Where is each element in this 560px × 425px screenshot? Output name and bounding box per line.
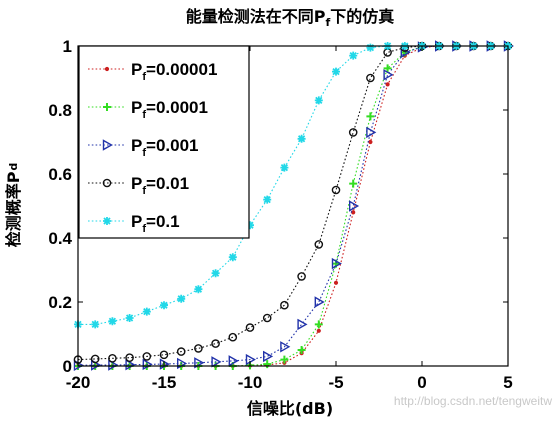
series-2-point xyxy=(297,346,306,354)
series-1-point xyxy=(333,280,339,285)
series-3-point xyxy=(297,318,308,331)
series-1-point xyxy=(385,82,390,87)
legend-label: Pf=0.01 xyxy=(131,174,189,197)
series-5-point xyxy=(108,317,117,326)
series-4-point xyxy=(366,73,375,83)
series-4-point xyxy=(194,344,203,353)
y-tick-label: 0.4 xyxy=(48,229,72,248)
y-tick-label: 0.6 xyxy=(48,165,72,184)
series-1-point xyxy=(368,139,373,145)
axis-layer: -20 -15 -10 -5 0 5 0 0.2 0.4 0.6 0.8 1 xyxy=(48,37,512,392)
legend-marker xyxy=(104,66,110,72)
x-tick-label: -5 xyxy=(328,373,343,392)
legend-entry-1: Pf=0.00001 xyxy=(88,60,217,83)
series-4-point xyxy=(262,313,272,323)
legend-entry-5: Pf=0.1 xyxy=(88,212,180,235)
series-5-point xyxy=(91,320,100,329)
legend-marker xyxy=(102,139,113,151)
chart-title: 能量检测法在不同Pf下的仿真 xyxy=(186,7,395,29)
legend: Pf=0.00001 Pf=0.0001 Pf=0.001 Pf=0.01 Pf=0.1 xyxy=(78,45,250,239)
x-tick-label: 5 xyxy=(503,373,512,392)
legend-entry-4: Pf=0.01 xyxy=(88,174,189,197)
series-4-point xyxy=(348,128,358,137)
series-3-point xyxy=(280,341,291,353)
watermark: http://blog.csdn.net/tengweitw xyxy=(394,394,552,408)
series-4-point xyxy=(245,323,255,332)
series-3-point xyxy=(314,296,325,308)
series-3-point xyxy=(383,69,394,81)
series-5-point xyxy=(349,51,358,60)
series-3-point xyxy=(366,126,377,139)
x-tick-label: -20 xyxy=(66,373,91,392)
series-5-point xyxy=(194,285,203,294)
series-3-point xyxy=(194,357,205,369)
x-axis-label: 信噪比(dB) xyxy=(247,399,333,418)
legend-label: Pf=0.001 xyxy=(131,136,199,159)
y-tick-label: 1 xyxy=(63,37,72,56)
series-1-point xyxy=(351,210,356,215)
legend-marker xyxy=(103,103,111,111)
series-5-point xyxy=(263,195,272,204)
y-tick-label: 0 xyxy=(63,357,72,376)
series-4-point xyxy=(297,272,306,281)
series-1-point xyxy=(316,328,321,333)
series-5-point xyxy=(280,163,289,172)
legend-entry-3: Pf=0.001 xyxy=(88,136,199,159)
series-2-point xyxy=(280,355,289,364)
series-5-point xyxy=(160,301,168,310)
plot-frame xyxy=(77,45,509,367)
legend-label: Pf=0.00001 xyxy=(131,60,217,83)
series-4-point xyxy=(228,332,238,342)
legend-label: Pf=0.1 xyxy=(131,212,180,235)
series-4-point xyxy=(90,354,100,364)
x-tick-label: -10 xyxy=(238,373,263,392)
legend-label: Pf=0.0001 xyxy=(131,98,208,121)
legend-entry-2: Pf=0.0001 xyxy=(88,98,208,121)
legend-marker xyxy=(103,217,111,225)
y-tick-label: 0.8 xyxy=(48,101,72,120)
series-2-point xyxy=(314,320,323,329)
series-5-point xyxy=(211,269,220,278)
series-4-point xyxy=(142,352,152,361)
x-tick-label: -15 xyxy=(152,373,177,392)
series-5-point xyxy=(366,43,375,52)
series-3-point xyxy=(211,356,222,368)
series-5-point xyxy=(297,134,306,143)
series-5-point xyxy=(125,314,134,322)
series-3-point xyxy=(228,355,239,367)
series-5-point xyxy=(177,294,186,303)
series-5-point xyxy=(314,96,323,105)
series-4-point xyxy=(280,300,289,310)
series-3-point xyxy=(400,46,411,59)
series-3-point xyxy=(349,200,360,212)
y-tick-label: 0.2 xyxy=(48,293,72,312)
series-3-point xyxy=(125,359,136,371)
series-5-point xyxy=(246,221,254,230)
series-4-point xyxy=(314,240,324,249)
series-3-point xyxy=(331,257,342,270)
series-3-point xyxy=(142,358,153,371)
series-2-point xyxy=(366,112,375,121)
x-tick-label: 0 xyxy=(417,373,426,392)
series-2-point xyxy=(349,179,358,188)
series-4-point xyxy=(125,353,134,362)
legend-marker xyxy=(102,178,112,188)
series-2-point xyxy=(263,360,272,369)
series-2-point xyxy=(383,64,392,73)
y-axis-label: 检测概率Pd xyxy=(4,163,23,248)
series-3-point xyxy=(108,359,119,371)
series-3-point xyxy=(263,350,274,363)
series-4-point xyxy=(211,339,220,348)
series-4-point xyxy=(159,350,169,360)
series-5-point xyxy=(332,67,340,76)
series-4-point xyxy=(176,347,186,356)
series-5-point xyxy=(228,253,237,262)
series-4-point xyxy=(331,185,341,195)
series-4-point xyxy=(108,354,117,363)
series-5-point xyxy=(142,307,151,316)
